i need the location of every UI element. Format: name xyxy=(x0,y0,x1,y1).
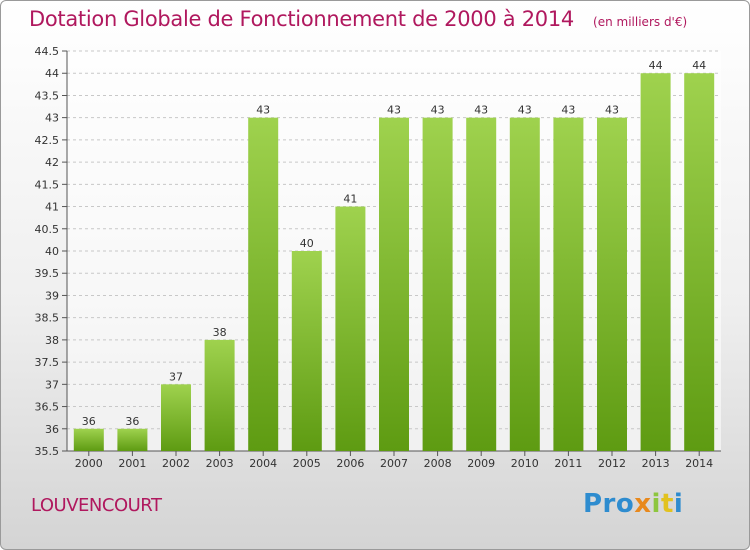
y-tick-label: 44 xyxy=(45,67,59,80)
x-tick-label: 2002 xyxy=(162,457,190,470)
logo-part-4: t xyxy=(660,489,674,519)
y-tick-label: 43 xyxy=(45,112,59,125)
y-tick-label: 41 xyxy=(45,201,59,214)
bar xyxy=(161,384,191,451)
bar xyxy=(422,117,453,452)
bar-value-label: 43 xyxy=(431,104,445,117)
bar-value-label: 40 xyxy=(300,237,314,250)
proxiti-logo: Proxiti xyxy=(583,489,683,519)
x-tick-label: 2006 xyxy=(336,457,364,470)
bar-value-label: 36 xyxy=(125,415,139,428)
x-tick-label: 2010 xyxy=(511,457,539,470)
x-tick-label: 2001 xyxy=(118,457,146,470)
x-tick-label: 2012 xyxy=(598,457,626,470)
logo-part-3: i xyxy=(651,489,661,519)
y-tick-label: 36.5 xyxy=(35,401,60,414)
bar-value-label: 41 xyxy=(343,193,357,206)
x-tick-label: 2003 xyxy=(206,457,234,470)
bar xyxy=(466,117,497,452)
bar-value-label: 43 xyxy=(561,104,575,117)
bar-value-label: 43 xyxy=(605,104,619,117)
bar xyxy=(204,339,235,451)
y-tick-label: 43.5 xyxy=(35,89,60,102)
bar-value-label: 37 xyxy=(169,370,183,383)
y-tick-label: 41.5 xyxy=(35,178,60,191)
x-tick-label: 2014 xyxy=(685,457,713,470)
y-tick-label: 42 xyxy=(45,156,59,169)
x-tick-label: 2008 xyxy=(424,457,452,470)
logo-part-5: i xyxy=(673,489,684,519)
bar-value-label: 43 xyxy=(387,104,401,117)
bar xyxy=(379,117,409,452)
bar-value-label: 43 xyxy=(256,104,270,117)
bar xyxy=(117,428,148,451)
y-tick-label: 37.5 xyxy=(35,356,60,369)
bar xyxy=(73,428,104,451)
bar-value-label: 36 xyxy=(82,415,96,428)
bar-value-label: 44 xyxy=(692,59,706,72)
x-tick-label: 2005 xyxy=(293,457,321,470)
x-tick-label: 2004 xyxy=(249,457,277,470)
bar xyxy=(597,117,627,452)
x-tick-label: 2007 xyxy=(380,457,408,470)
y-tick-label: 39.5 xyxy=(35,267,60,280)
bar-value-label: 44 xyxy=(649,59,663,72)
bar xyxy=(248,117,279,452)
x-tick-label: 2013 xyxy=(642,457,670,470)
y-tick-label: 38 xyxy=(45,334,59,347)
bar-value-label: 43 xyxy=(518,104,532,117)
y-tick-label: 42.5 xyxy=(35,134,60,147)
title-row: Dotation Globale de Fonctionnement de 20… xyxy=(29,7,687,31)
bar-value-label: 43 xyxy=(474,104,488,117)
bar xyxy=(335,206,366,451)
y-tick-label: 40 xyxy=(45,245,59,258)
logo-part-1: Pro xyxy=(583,489,635,519)
y-tick-label: 44.5 xyxy=(35,45,60,58)
bar xyxy=(684,73,715,451)
commune-name: LOUVENCOURT xyxy=(31,495,162,516)
chart-title: Dotation Globale de Fonctionnement de 20… xyxy=(29,7,574,31)
x-tick-label: 2009 xyxy=(467,457,495,470)
y-tick-label: 37 xyxy=(45,378,59,391)
y-tick-label: 36 xyxy=(45,423,59,436)
y-tick-label: 39 xyxy=(45,289,59,302)
y-tick-label: 38.5 xyxy=(35,312,60,325)
bar xyxy=(509,117,540,452)
logo-part-2: x xyxy=(634,489,652,519)
x-tick-label: 2000 xyxy=(75,457,103,470)
bar-value-label: 38 xyxy=(213,326,227,339)
bar xyxy=(553,117,584,452)
chart-subtitle: (en milliers d'€) xyxy=(593,15,688,29)
y-tick-label: 40.5 xyxy=(35,223,60,236)
y-tick-label: 35.5 xyxy=(35,445,60,458)
bar xyxy=(640,73,671,451)
bar xyxy=(291,251,322,451)
x-tick-label: 2011 xyxy=(554,457,582,470)
